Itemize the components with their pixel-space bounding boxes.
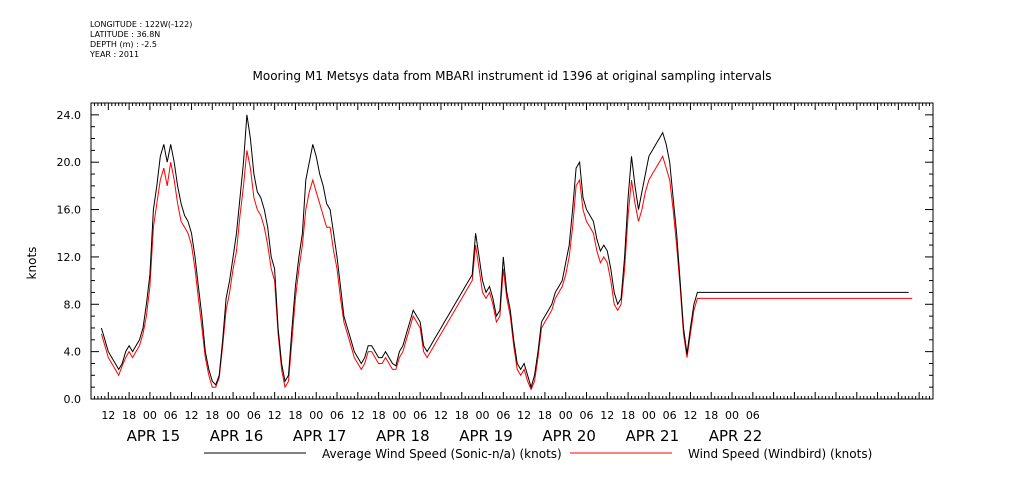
x-hour-label: 00 — [559, 409, 573, 422]
x-hour-label: 12 — [434, 409, 448, 422]
depth-label: DEPTH (m) : -2.5 — [90, 40, 157, 49]
x-hour-label: 18 — [288, 409, 302, 422]
x-hour-label: 18 — [205, 409, 219, 422]
x-day-label: APR 17 — [293, 427, 347, 445]
x-day-label: APR 16 — [210, 427, 264, 445]
y-tick-label: 20.0 — [57, 156, 82, 169]
chart-title: Mooring M1 Metsys data from MBARI instru… — [253, 69, 772, 83]
x-hour-label: 06 — [330, 409, 344, 422]
x-hour-label: 18 — [538, 409, 552, 422]
y-tick-label: 0.0 — [64, 393, 82, 406]
x-day-label: APR 15 — [127, 427, 181, 445]
y-tick-label: 8.0 — [64, 298, 82, 311]
x-day-label: APR 21 — [626, 427, 680, 445]
x-hour-label: 06 — [579, 409, 593, 422]
x-hour-label: 18 — [621, 409, 635, 422]
x-hour-label: 00 — [476, 409, 490, 422]
x-day-label: APR 19 — [459, 427, 513, 445]
y-axis: 0.0 4.0 8.0 12.0 16.0 20.0 24.0 — [57, 102, 933, 406]
y-tick-label: 16.0 — [57, 204, 82, 217]
x-hour-label: 06 — [164, 409, 178, 422]
legend: Average Wind Speed (Sonic-n/a) (knots) W… — [204, 447, 872, 461]
x-axis: 12 18 00 06 12 18 00 06 12 18 00 06 12 18 00 06 12 18 00 06… — [93, 103, 931, 445]
x-hour-label: 18 — [122, 409, 136, 422]
y-axis-label: knots — [25, 247, 39, 280]
series-sonic-line — [100, 114, 909, 389]
x-hour-label: 00 — [725, 409, 739, 422]
x-hour-label: 12 — [517, 409, 531, 422]
x-day-label: APR 22 — [709, 427, 763, 445]
x-hour-label: 12 — [101, 409, 115, 422]
x-hour-label: 06 — [247, 409, 261, 422]
x-hour-label: 00 — [226, 409, 240, 422]
series-group — [100, 114, 913, 391]
x-hour-label: 12 — [184, 409, 198, 422]
x-hour-label: 12 — [351, 409, 365, 422]
x-hour-label: 00 — [392, 409, 406, 422]
x-hour-label: 18 — [704, 409, 718, 422]
legend-label-windbird: Wind Speed (Windbird) (knots) — [688, 447, 872, 461]
x-hour-label: 12 — [600, 409, 614, 422]
x-hour-label: 00 — [309, 409, 323, 422]
x-hour-label: 06 — [746, 409, 760, 422]
x-hour-label: 18 — [455, 409, 469, 422]
year-label: YEAR : 2011 — [90, 50, 140, 59]
x-hour-label: 12 — [683, 409, 697, 422]
x-hour-label: 18 — [372, 409, 386, 422]
y-tick-label: 12.0 — [57, 251, 82, 264]
x-hour-label: 06 — [413, 409, 427, 422]
latitude-label: LATITUDE : 36.8N — [90, 30, 161, 39]
x-day-label: APR 20 — [542, 427, 596, 445]
x-day-label: APR 18 — [376, 427, 430, 445]
plot-border — [90, 102, 934, 400]
y-tick-label: 24.0 — [57, 109, 82, 122]
x-hour-label: 06 — [663, 409, 677, 422]
y-tick-label: 4.0 — [64, 346, 82, 359]
x-hour-label: 00 — [143, 409, 157, 422]
x-hour-label: 12 — [268, 409, 282, 422]
legend-label-sonic: Average Wind Speed (Sonic-n/a) (knots) — [322, 447, 562, 461]
series-windbird-line — [100, 150, 913, 391]
longitude-label: LONGITUDE : 122W(-122) — [90, 20, 193, 29]
plot-frame — [90, 102, 934, 400]
x-hour-label: 00 — [642, 409, 656, 422]
x-hour-label: 06 — [496, 409, 510, 422]
